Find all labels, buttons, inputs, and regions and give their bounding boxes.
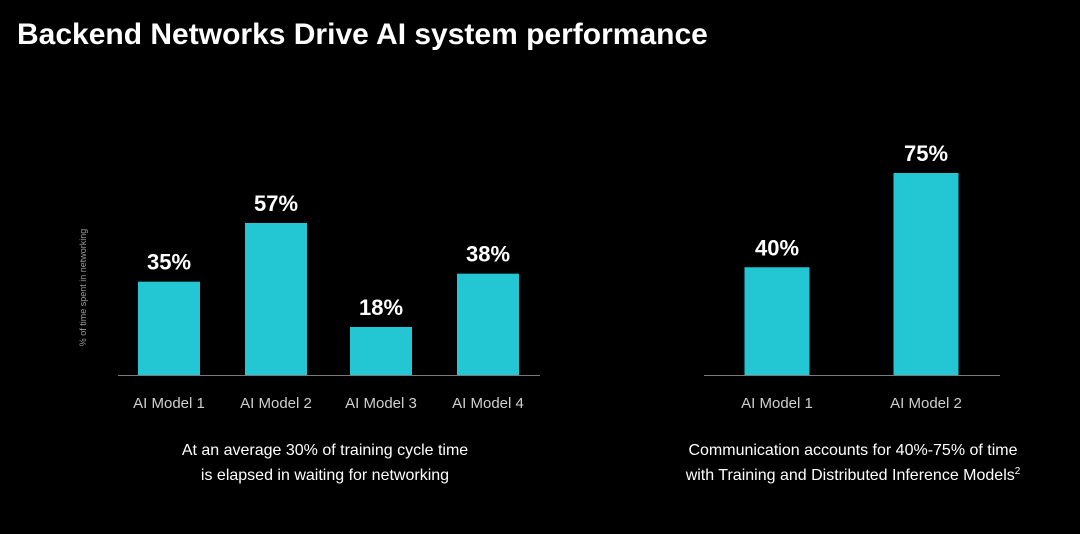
right-tick-label-1: AI Model 1 xyxy=(741,395,813,412)
right-bar-1 xyxy=(744,267,810,375)
right-bar-2 xyxy=(893,173,959,375)
left-tick-label-1: AI Model 1 xyxy=(133,395,205,412)
left-tick-label-2: AI Model 2 xyxy=(240,395,312,412)
right-data-label-2: 75% xyxy=(904,141,948,166)
right-caption-line2: with Training and Distributed Inference … xyxy=(663,463,1043,488)
left-bar-1 xyxy=(138,281,200,375)
right-caption-line2-text: with Training and Distributed Inference … xyxy=(685,467,1015,484)
left-caption-line2: is elapsed in waiting for networking xyxy=(200,467,450,484)
left-caption-line1: At an average 30% of training cycle time xyxy=(181,442,469,459)
left-tick-label-3: AI Model 3 xyxy=(345,395,417,412)
left-data-label-1: 35% xyxy=(147,250,191,275)
left-data-label-4: 38% xyxy=(466,242,510,267)
footnote-marker: 2 xyxy=(1014,466,1021,477)
page-title: Backend Networks Drive AI system perform… xyxy=(17,18,708,51)
left-bar-3 xyxy=(350,327,412,375)
left-bar-2 xyxy=(245,223,307,375)
left-chart-caption: At an average 30% of training cycle time… xyxy=(145,438,505,488)
left-data-label-3: 18% xyxy=(359,295,403,320)
left-data-label-2: 57% xyxy=(254,191,298,216)
left-tick-label-4: AI Model 4 xyxy=(452,395,524,412)
right-data-label-1: 40% xyxy=(755,235,799,260)
right-chart-caption: Communication accounts for 40%-75% of ti… xyxy=(663,438,1043,488)
left-bar-4 xyxy=(457,273,519,375)
right-caption-line1: Communication accounts for 40%-75% of ti… xyxy=(688,442,1018,459)
left-y-axis-label: % of time spent in networking xyxy=(78,229,88,347)
right-tick-label-2: AI Model 2 xyxy=(890,395,962,412)
